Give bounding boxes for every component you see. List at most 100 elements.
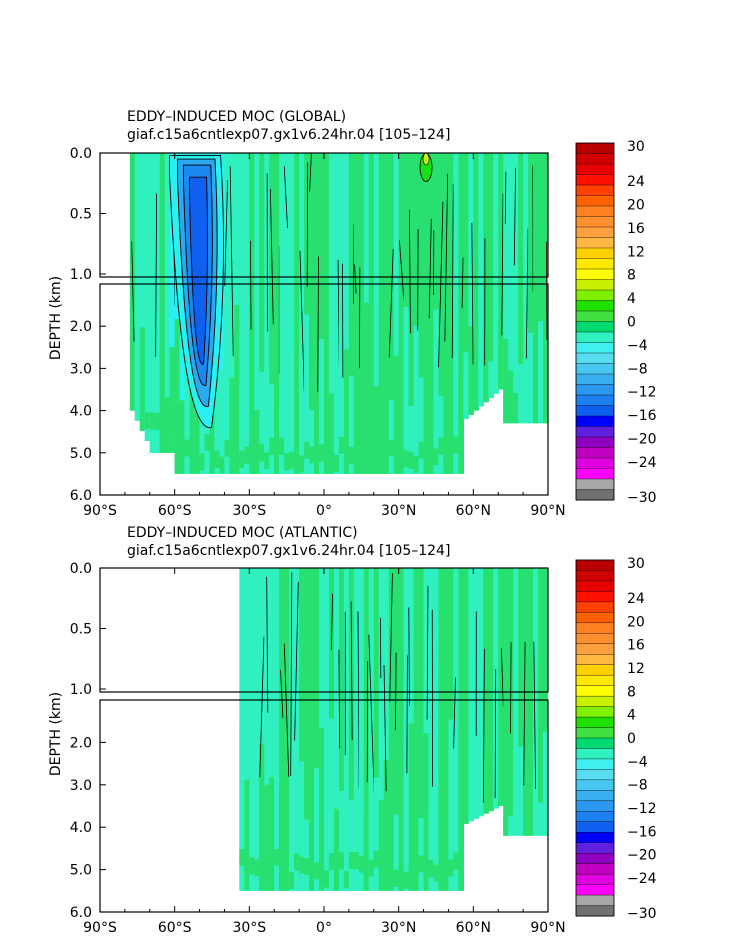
field-cell (448, 719, 455, 891)
field-cell (319, 444, 325, 462)
colorbar-swatch (575, 247, 615, 260)
colorbar-swatch (575, 405, 615, 417)
colorbar-label: −30 (627, 906, 657, 922)
contour-line (354, 264, 357, 294)
colorbar-label: −30 (627, 490, 657, 506)
field-cell (368, 568, 375, 891)
field-cell (139, 327, 146, 431)
colorbar-swatch (575, 258, 615, 270)
field-cell (244, 779, 250, 891)
field-cell (343, 870, 350, 888)
contour-line (461, 257, 464, 309)
colorbar-swatch (575, 426, 615, 438)
contour-line (453, 677, 456, 749)
field-cell (473, 390, 479, 411)
field-cell (513, 568, 519, 836)
field-cell (458, 438, 464, 456)
field-cell (368, 432, 375, 450)
field-cell (309, 568, 315, 891)
colorbar-swatch (575, 289, 615, 302)
field-cell (463, 717, 469, 824)
field-cell (368, 153, 375, 474)
field-cell (184, 357, 191, 474)
colorbar-frame (575, 559, 615, 917)
field-cell (403, 871, 410, 889)
field-cell (199, 453, 206, 471)
field-cell (443, 153, 450, 474)
colorbar-swatch (575, 695, 615, 708)
field-cell (353, 375, 360, 474)
field-cell (363, 861, 370, 879)
y-tick-label: 1.0 (70, 267, 92, 283)
field-cell (458, 859, 464, 877)
field-cell (428, 308, 435, 474)
panel-global-subtitle: giaf.c15a6cntlexp07.gx1v6.24hr.04 [105–1… (127, 127, 450, 143)
colorbar-label: 4 (627, 291, 636, 307)
field-cell (403, 307, 410, 474)
field-cell (378, 451, 385, 469)
contour-line (500, 648, 504, 707)
contour-line (350, 601, 353, 741)
field-cell (463, 568, 469, 824)
panel-global: EDDY–INDUCED MOC (GLOBAL) giaf.c15a6cntl… (48, 109, 657, 519)
field-cell (154, 364, 161, 453)
field-cell (304, 568, 310, 891)
field-cell (438, 568, 445, 891)
field-cell (149, 153, 156, 453)
field-cell (284, 399, 290, 474)
field-cell (134, 360, 141, 421)
field-cell (254, 799, 260, 891)
x-tick-label: 30°S (232, 503, 266, 519)
x-tick-label: 0° (316, 920, 332, 936)
contour-line (426, 586, 429, 720)
field-cell (259, 444, 265, 462)
field-cell (393, 568, 400, 891)
field-cell (418, 377, 425, 474)
field-cell (244, 344, 250, 474)
colorbar-swatch (575, 905, 615, 917)
field-cell (324, 153, 330, 474)
field-cell (418, 568, 425, 891)
field-cell (284, 854, 290, 872)
field-cell (333, 407, 340, 474)
field-cell (353, 777, 360, 891)
field-cell (498, 153, 504, 390)
field-cell (543, 405, 548, 424)
field-cell (289, 153, 295, 474)
field-cell (249, 339, 255, 474)
field-cell (458, 376, 464, 474)
colorbar-swatch (575, 205, 615, 218)
field-cell (363, 815, 370, 891)
colorbar-swatch (575, 216, 615, 228)
colorbar-label: −12 (627, 385, 657, 401)
contour-line (306, 162, 309, 287)
colorbar-swatch (575, 821, 615, 833)
colorbar-label: 16 (627, 221, 645, 237)
field-cell (244, 568, 250, 891)
field-cell (458, 153, 464, 474)
colorbar-swatch (575, 706, 615, 718)
colorbar-swatch (575, 654, 615, 666)
field-cell (443, 869, 450, 887)
field-cell (498, 568, 504, 806)
field-cell (378, 800, 385, 891)
field-cell (358, 376, 365, 474)
field-cell (249, 153, 255, 474)
field-cell (373, 568, 380, 891)
field-cell (423, 568, 430, 891)
colorbar-swatch (575, 163, 615, 176)
x-tick-label: 30°N (381, 920, 416, 936)
field-cell (254, 568, 260, 891)
field-cell (279, 866, 285, 884)
field-cell (513, 153, 519, 424)
colorbar-label: 4 (627, 708, 636, 724)
y-tick-label: 3.0 (70, 361, 92, 377)
field-cell (299, 856, 305, 874)
field-cell (543, 731, 548, 836)
field-cell (398, 738, 405, 891)
field-cell (239, 450, 245, 468)
contour-cell (189, 176, 209, 365)
colorbar-swatch (575, 174, 615, 186)
field-cell (433, 448, 440, 466)
field-cell (523, 568, 529, 836)
